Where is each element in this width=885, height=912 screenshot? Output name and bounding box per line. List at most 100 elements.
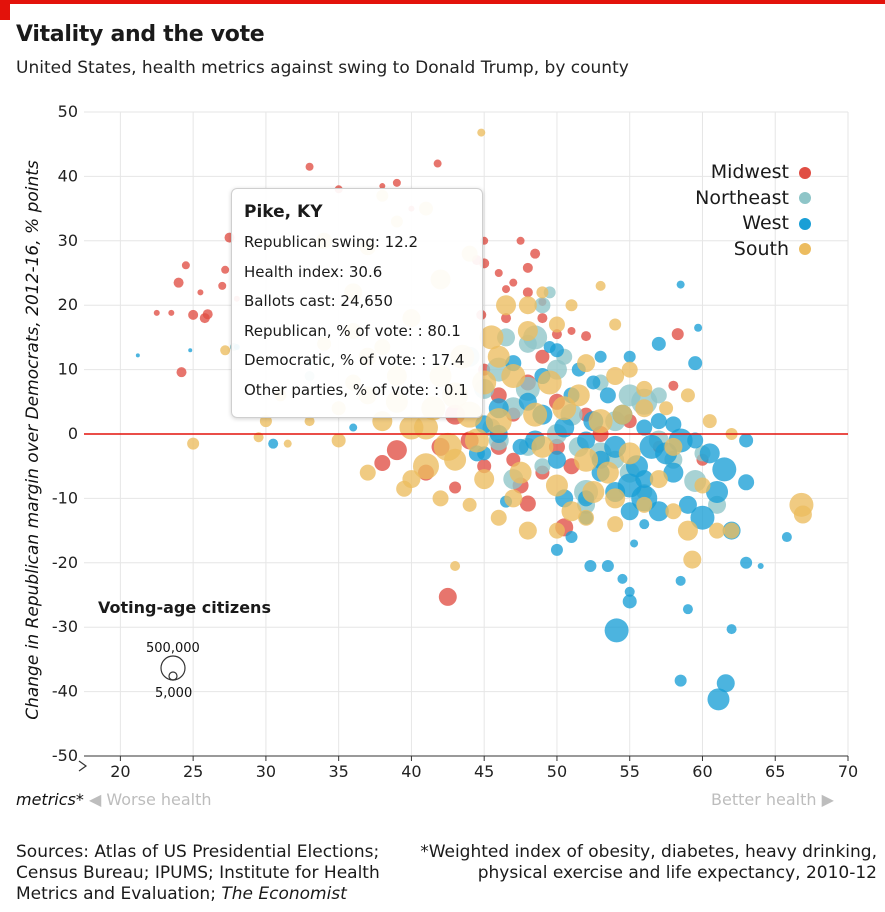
data-point-west xyxy=(676,280,685,289)
y-tick-label: 50 xyxy=(58,102,78,121)
data-point-west xyxy=(577,431,596,450)
data-point-south xyxy=(609,318,622,331)
data-point-midwest xyxy=(392,178,401,187)
data-point-midwest xyxy=(671,328,684,341)
data-point-west xyxy=(622,594,637,609)
data-point-south xyxy=(432,490,449,507)
legend: Midwest Northeast West South xyxy=(695,160,811,262)
data-point-south xyxy=(518,296,537,315)
data-point-south xyxy=(723,522,740,539)
data-point-south xyxy=(220,345,231,356)
data-point-south xyxy=(504,489,523,508)
data-point-south xyxy=(621,361,638,378)
size-key-small-circle xyxy=(168,671,178,681)
data-point-south xyxy=(359,464,376,481)
data-point-west xyxy=(688,356,703,371)
data-point-northeast xyxy=(650,387,667,404)
data-point-south xyxy=(649,470,668,489)
data-point-midwest xyxy=(153,309,160,316)
y-tick-label: 0 xyxy=(68,424,78,443)
data-point-south xyxy=(677,520,698,541)
data-point-west xyxy=(549,343,564,358)
data-point-west xyxy=(586,375,601,390)
data-point-west xyxy=(623,350,636,363)
data-point-midwest xyxy=(202,309,213,320)
data-point-west xyxy=(547,450,566,469)
worse-health-label: Worse health xyxy=(106,790,212,809)
data-point-south xyxy=(509,461,532,484)
data-point-south xyxy=(479,325,504,350)
data-point-south xyxy=(477,128,486,137)
data-point-south xyxy=(659,401,674,416)
data-point-midwest xyxy=(502,285,511,294)
data-point-west xyxy=(675,575,686,586)
y-axis-title: Change in Republican margin over Democra… xyxy=(23,160,43,720)
data-point-midwest xyxy=(509,278,518,287)
data-point-west xyxy=(712,457,737,482)
data-point-south xyxy=(635,399,654,418)
axis-break-icon xyxy=(78,760,88,772)
arrow-right-icon: ▶ xyxy=(821,790,834,809)
data-point-west xyxy=(663,462,684,483)
data-point-midwest xyxy=(221,265,230,274)
data-point-south xyxy=(450,561,461,572)
data-point-west xyxy=(687,432,704,449)
data-point-west xyxy=(599,387,616,404)
data-point-midwest xyxy=(535,349,550,364)
data-point-west xyxy=(594,350,607,363)
data-point-south xyxy=(588,409,613,434)
tooltip-health: Health index: 30.6 xyxy=(244,262,383,281)
axes: 20 25 30 35 40 45 50 55 60 65 70 -50 -40 -30 -20 -10 0 10… xyxy=(52,102,858,781)
data-point-west xyxy=(512,438,529,455)
x-tick-label: 45 xyxy=(474,762,494,781)
x-tick-label: 35 xyxy=(328,762,348,781)
data-point-midwest xyxy=(516,236,525,245)
data-point-west xyxy=(349,423,358,432)
x-tick-label: 70 xyxy=(838,762,858,781)
data-point-south xyxy=(283,439,292,448)
x-axis-note-right: Better health ▶ xyxy=(711,790,834,809)
data-point-south xyxy=(490,509,507,526)
data-point-west xyxy=(584,560,597,573)
data-point-south xyxy=(548,522,565,539)
data-point-south xyxy=(702,414,717,429)
data-point-west xyxy=(757,563,764,570)
data-point-west xyxy=(706,480,729,503)
data-point-west xyxy=(636,419,653,436)
data-point-south xyxy=(462,497,477,512)
data-point-midwest xyxy=(438,587,457,606)
data-point-south xyxy=(464,428,489,453)
data-point-midwest xyxy=(522,287,533,298)
data-point-midwest xyxy=(181,261,190,270)
size-key-large-label: 500,000 xyxy=(146,641,200,656)
data-point-midwest xyxy=(449,481,462,494)
data-point-south xyxy=(574,447,599,472)
data-point-south xyxy=(304,416,315,427)
data-point-west xyxy=(694,323,703,332)
data-point-south xyxy=(709,522,726,539)
data-point-west xyxy=(565,531,578,544)
x-tick-label: 60 xyxy=(692,762,712,781)
y-tick-label: -40 xyxy=(52,682,78,701)
top-rule xyxy=(0,0,885,4)
data-point-south xyxy=(518,521,537,540)
data-point-midwest xyxy=(386,440,407,461)
data-point-south xyxy=(531,435,554,458)
data-point-midwest xyxy=(537,313,548,324)
data-point-south xyxy=(694,477,711,494)
x-tick-label: 65 xyxy=(765,762,785,781)
data-point-south xyxy=(187,437,200,450)
legend-item-midwest: Midwest xyxy=(695,160,811,186)
data-point-west xyxy=(617,573,628,584)
tooltip-democratic: Democratic, % of vote: : 17.4 xyxy=(244,351,465,369)
data-point-south xyxy=(582,480,605,503)
data-point-midwest xyxy=(501,313,512,324)
data-point-south xyxy=(605,488,626,509)
data-point-west xyxy=(648,501,669,522)
data-point-midwest xyxy=(477,459,492,474)
data-point-west xyxy=(739,433,754,448)
legend-item-northeast: Northeast xyxy=(695,186,811,212)
data-point-west xyxy=(639,519,650,530)
data-point-south xyxy=(665,503,682,520)
